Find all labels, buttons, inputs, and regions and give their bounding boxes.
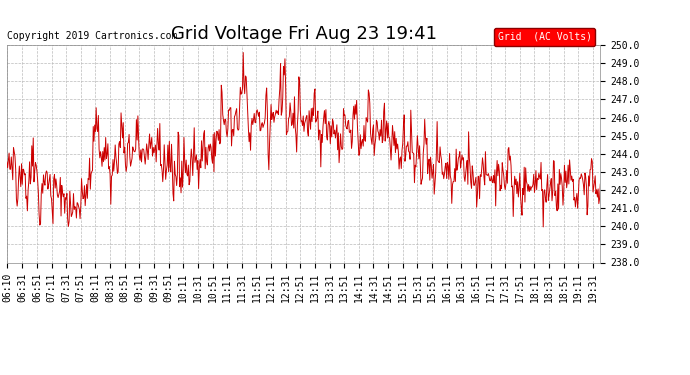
Text: Copyright 2019 Cartronics.com: Copyright 2019 Cartronics.com [7,31,177,40]
Legend: Grid  (AC Volts): Grid (AC Volts) [493,28,595,46]
Title: Grid Voltage Fri Aug 23 19:41: Grid Voltage Fri Aug 23 19:41 [170,26,437,44]
